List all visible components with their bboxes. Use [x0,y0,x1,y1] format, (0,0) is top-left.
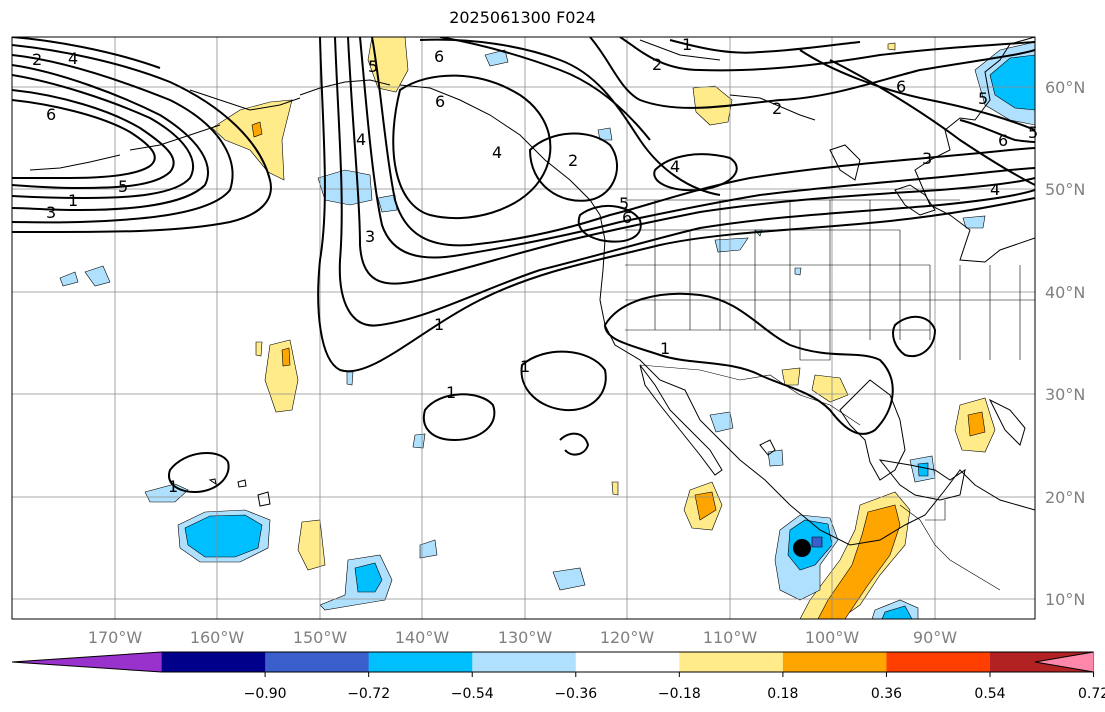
svg-text:160°W: 160°W [190,628,245,647]
svg-text:1: 1 [168,477,178,496]
svg-text:4: 4 [356,130,366,149]
svg-text:6: 6 [998,131,1008,150]
svg-text:3: 3 [365,227,375,246]
svg-text:130°W: 130°W [498,628,553,647]
svg-text:5: 5 [368,57,378,76]
svg-text:5: 5 [619,194,629,213]
plot-frame [11,36,1036,620]
svg-text:120°W: 120°W [600,628,655,647]
svg-text:5: 5 [1028,123,1038,142]
svg-text:90°W: 90°W [913,628,957,647]
contour-lines [12,37,1035,494]
colorbar-segment [161,652,266,672]
svg-text:6: 6 [896,77,906,96]
svg-text:3: 3 [46,203,56,222]
colorbar-segment [368,652,473,672]
svg-text:6: 6 [434,47,444,66]
svg-text:1: 1 [68,191,78,210]
svg-text:2: 2 [568,151,578,170]
colorbar-tick-label: −0.90 [244,686,287,702]
colorbar-outline [11,651,1094,673]
svg-text:1: 1 [682,35,692,54]
colorbar-segment [265,652,370,672]
colorbar-tick-label: −0.18 [658,686,701,702]
colorbar-extend-high [1035,652,1094,672]
svg-text:60°N: 60°N [1045,78,1085,97]
svg-text:3: 3 [922,149,932,168]
map-title: 2025061300 F024 [449,8,596,27]
svg-text:50°N: 50°N [1045,180,1085,199]
location-marker [793,539,811,557]
svg-text:1: 1 [434,315,444,334]
svg-text:5: 5 [978,89,988,108]
coastlines [29,37,1035,546]
svg-text:30°N: 30°N [1045,385,1085,404]
svg-text:4: 4 [670,157,680,176]
svg-text:5: 5 [118,177,128,196]
svg-text:4: 4 [990,180,1000,199]
colorbar-tick-label: 0.36 [871,686,902,702]
svg-text:2: 2 [32,50,42,69]
svg-text:1: 1 [660,339,670,358]
colorbar-segment [886,652,991,672]
colorbar-tick-label: −0.72 [347,686,390,702]
colorbar-tick-label: −0.54 [451,686,494,702]
svg-text:6: 6 [435,92,445,111]
contour-labels: 6 4 5 3 2 1 4 5 6 3 4 6 6 2 5 1 2 4 5 6 … [32,35,1038,496]
svg-text:140°W: 140°W [395,628,450,647]
svg-text:1: 1 [446,383,456,402]
svg-text:170°W: 170°W [88,628,143,647]
svg-text:2: 2 [652,55,662,74]
svg-text:6: 6 [46,105,56,124]
svg-text:6: 6 [622,208,632,227]
political-borders [625,199,1035,591]
colorbar-tick-label: 0.18 [767,686,798,702]
longitude-labels: 170°W 160°W 150°W 140°W 130°W 120°W 110°… [88,628,957,647]
svg-text:2: 2 [772,99,782,118]
negative-shading [59,41,1035,619]
colorbar-segment [782,652,887,672]
svg-text:40°N: 40°N [1045,283,1085,302]
positive-shading [211,37,996,619]
svg-text:150°W: 150°W [293,628,348,647]
colorbar-extend-low [12,652,162,672]
colorbar-tick-label: 0.72 [1078,686,1105,702]
colorbar-tick-label: −0.36 [554,686,597,702]
svg-text:20°N: 20°N [1045,488,1085,507]
svg-text:10°N: 10°N [1045,590,1085,609]
svg-text:100°W: 100°W [805,628,860,647]
latitude-labels: 60°N 50°N 40°N 30°N 20°N 10°N [1045,78,1085,609]
colorbar-segment [575,652,680,672]
colorbar-segment [472,652,577,672]
colorbar-tick-label: 0.54 [974,686,1005,702]
colorbar-segment [679,652,784,672]
colorbar: −0.90 −0.72 −0.54 −0.36 −0.18 0.18 0.36 0.54 0.7… [11,651,1105,702]
svg-text:4: 4 [68,49,78,68]
svg-text:4: 4 [492,143,502,162]
svg-text:110°W: 110°W [703,628,758,647]
svg-text:1: 1 [520,357,530,376]
